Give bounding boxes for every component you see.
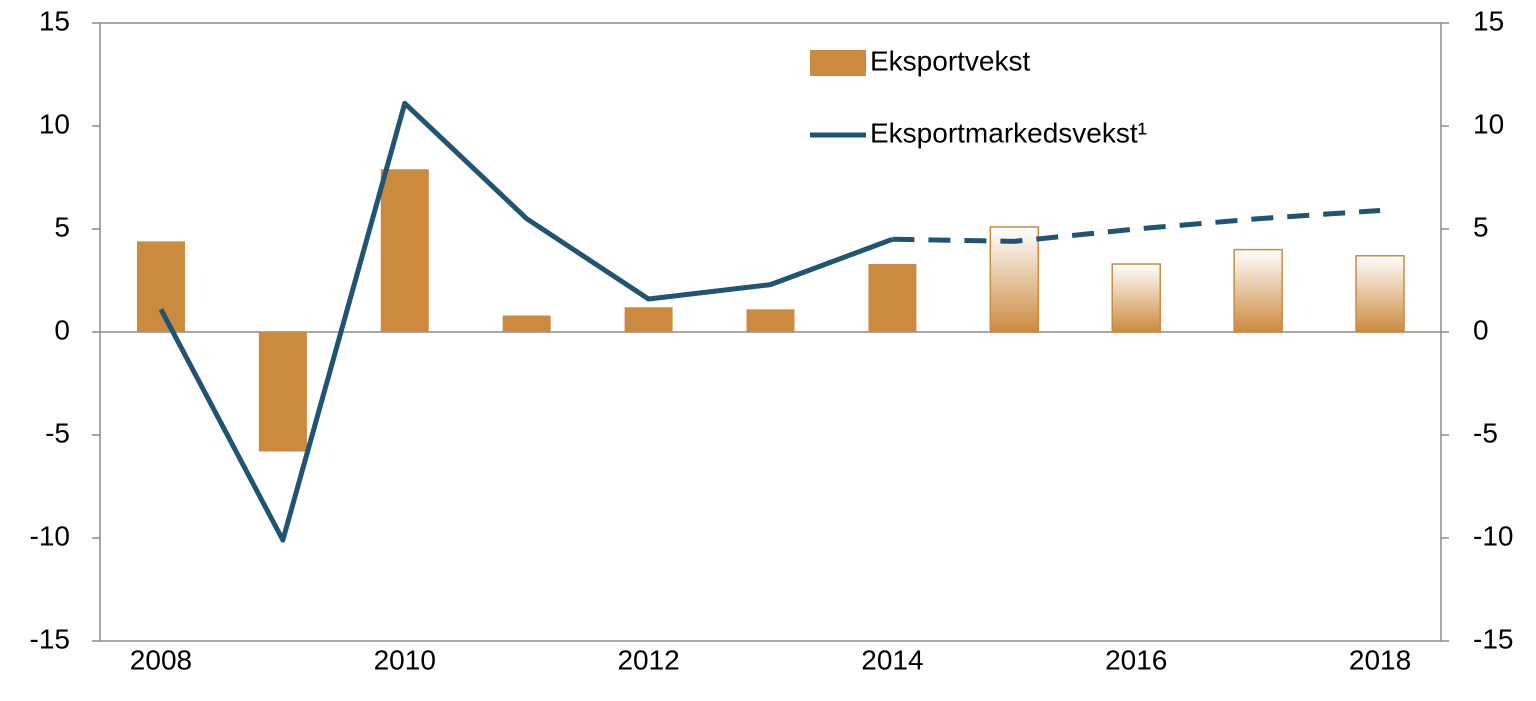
- bar: [868, 264, 917, 332]
- y-tick-label: -10: [30, 520, 70, 551]
- bar: [989, 226, 1040, 333]
- line: [158, 100, 894, 543]
- bar: [1111, 263, 1161, 333]
- y2-tick-label: -10: [1473, 520, 1513, 551]
- legend-label: Eksportvekst: [870, 45, 1030, 76]
- bar: [258, 332, 307, 452]
- bar: [136, 241, 185, 332]
- y2-tick-label: -15: [1473, 623, 1513, 654]
- x-tick-label: 2008: [130, 644, 192, 675]
- y-tick-label: 10: [39, 108, 70, 139]
- x-tick-label: 2018: [1349, 644, 1411, 675]
- y-tick-label: 5: [54, 211, 70, 242]
- y2-tick-label: -5: [1473, 417, 1498, 448]
- legend-swatch: [810, 50, 866, 76]
- bar: [1355, 255, 1405, 333]
- x-tick-label: 2012: [617, 644, 679, 675]
- line-projection: [892, 207, 1381, 244]
- bar: [1233, 248, 1283, 333]
- x-tick-label: 2014: [861, 644, 923, 675]
- y2-tick-label: 5: [1473, 211, 1489, 242]
- y-tick-label: -15: [30, 623, 70, 654]
- bar: [746, 309, 795, 332]
- y-tick-label: 15: [39, 5, 70, 36]
- y2-tick-label: 10: [1473, 108, 1504, 139]
- bar: [380, 169, 429, 332]
- y-tick-label: 0: [54, 314, 70, 345]
- y2-tick-label: 15: [1473, 5, 1504, 36]
- bar: [502, 315, 551, 332]
- y-tick-label: -5: [45, 417, 70, 448]
- x-tick-label: 2010: [374, 644, 436, 675]
- y2-tick-label: 0: [1473, 314, 1489, 345]
- x-tick-label: 2016: [1105, 644, 1167, 675]
- bar: [624, 307, 673, 332]
- legend-label: Eksportmarkedsvekst¹: [870, 117, 1147, 148]
